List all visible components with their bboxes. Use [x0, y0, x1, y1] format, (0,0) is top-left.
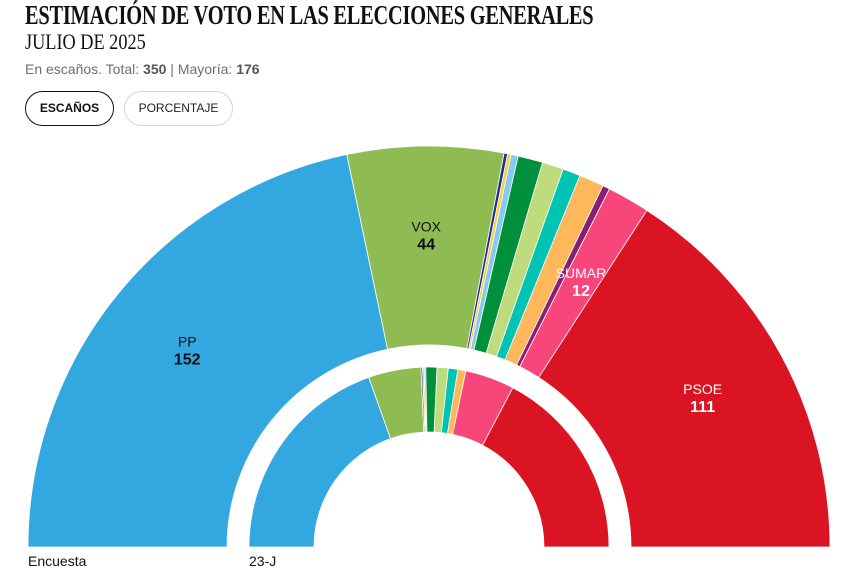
inner-ring — [248, 366, 610, 548]
segment-value-pp: 152 — [174, 352, 201, 369]
outer-ring: PP 152 VOX 44 SUMAR 12 PSOE 111 — [27, 145, 831, 548]
segment-label-sumar: SUMAR — [556, 265, 607, 281]
caption-separator: | Mayoría: — [166, 61, 237, 77]
caption-prefix: En escaños. Total: — [25, 61, 144, 77]
inner-ring-label: 23-J — [249, 553, 277, 569]
majority-seats: 176 — [236, 61, 260, 77]
outer-segment-psoe[interactable] — [538, 209, 831, 548]
inner-segment-psoe[interactable] — [482, 387, 610, 548]
segment-value-vox: 44 — [417, 237, 435, 254]
chart-subtitle: JULIO DE 2025 — [25, 29, 146, 54]
segment-label-psoe: PSOE — [683, 381, 722, 397]
percentage-toggle-button[interactable]: PORCENTAJE — [124, 91, 233, 126]
outer-segment-pp[interactable] — [27, 154, 389, 548]
total-seats: 350 — [143, 61, 167, 77]
segment-value-sumar: 12 — [572, 283, 590, 300]
chart-title: ESTIMACIÓN DE VOTO EN LAS ELECCIONES GEN… — [25, 0, 594, 30]
segment-value-psoe: 111 — [690, 399, 715, 416]
seats-toggle-button[interactable]: ESCAÑOS — [25, 91, 114, 126]
outer-ring-label: Encuesta — [28, 553, 87, 569]
segment-label-vox: VOX — [411, 219, 441, 235]
segment-label-pp: PP — [178, 334, 197, 350]
chart-caption: En escaños. Total: 350 | Mayoría: 176 — [25, 61, 260, 78]
